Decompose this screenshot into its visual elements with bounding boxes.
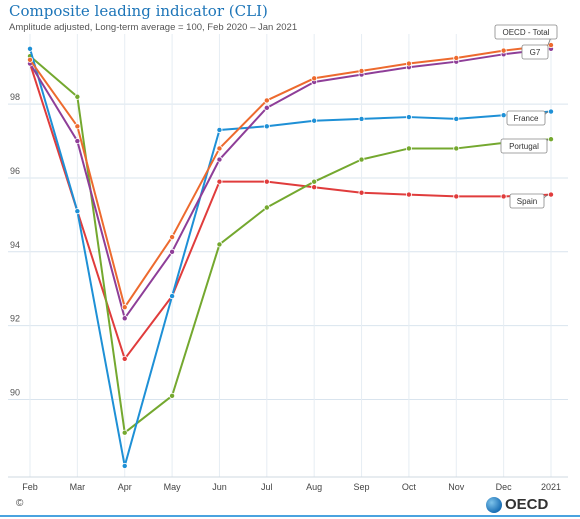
data-point-spain xyxy=(548,191,555,198)
grid-layer: 90 92 94 96 98 xyxy=(8,34,568,477)
data-point-portugal xyxy=(358,156,365,163)
data-point-france xyxy=(500,112,507,119)
data-point-portugal xyxy=(453,145,460,152)
y-tick-label: 96 xyxy=(10,166,20,176)
chart-subtitle: Amplitude adjusted, Long-term average = … xyxy=(9,22,298,33)
data-point-france xyxy=(311,117,318,124)
series-line-oecd-total xyxy=(29,44,552,309)
x-tick-label: May xyxy=(164,482,182,492)
data-point-oecd-total xyxy=(453,54,460,61)
data-point-spain xyxy=(453,193,460,200)
data-point-g7 xyxy=(74,138,81,145)
data-point-france xyxy=(26,45,33,52)
data-point-france xyxy=(169,293,176,300)
series-layer xyxy=(26,42,555,469)
data-point-oecd-total xyxy=(358,67,365,74)
label-box-france xyxy=(506,110,546,126)
y-tick-label: 98 xyxy=(10,92,20,102)
y-tick-label: 94 xyxy=(10,240,20,250)
data-point-portugal xyxy=(121,429,128,436)
y-tick-label: 92 xyxy=(10,314,20,324)
label-box-spain xyxy=(509,193,545,209)
data-point-portugal xyxy=(216,241,223,248)
data-point-spain xyxy=(500,193,507,200)
data-point-portugal xyxy=(169,392,176,399)
data-point-oecd-total xyxy=(405,60,412,67)
x-tick-label: Oct xyxy=(402,482,417,492)
data-point-france xyxy=(216,126,223,133)
data-point-france xyxy=(405,114,412,121)
data-point-oecd-total xyxy=(548,42,555,49)
label-box-portugal xyxy=(500,138,548,154)
series-label-layer: OECD - Total G7 France Portugal Spain xyxy=(494,24,558,209)
x-tick-label: Aug xyxy=(306,482,322,492)
chart-title: Composite leading indicator (CLI) xyxy=(9,2,268,20)
data-point-portugal xyxy=(311,178,318,185)
data-point-oecd-total xyxy=(26,56,33,63)
data-point-spain xyxy=(216,178,223,185)
series-label-oecd-total: OECD - Total xyxy=(503,28,550,37)
data-point-g7 xyxy=(121,315,128,322)
data-point-oecd-total xyxy=(500,47,507,54)
x-tick-label: Jun xyxy=(212,482,227,492)
x-tick-label: Jul xyxy=(261,482,273,492)
oecd-logo-text: OECD xyxy=(505,496,549,513)
series-line-spain xyxy=(29,63,552,360)
data-point-g7 xyxy=(169,248,176,255)
oecd-logo[interactable]: OECD xyxy=(486,496,548,513)
data-point-oecd-total xyxy=(263,97,270,104)
x-tick-label: 2021 xyxy=(541,482,561,492)
data-point-france xyxy=(548,108,555,115)
data-point-portugal xyxy=(405,145,412,152)
data-point-oecd-total xyxy=(216,145,223,152)
data-point-g7 xyxy=(263,104,270,111)
x-tick-label: Apr xyxy=(118,482,132,492)
data-point-france xyxy=(358,115,365,122)
x-axis: Feb Mar Apr May Jun Jul Aug Sep Oct Nov Dec 2021 xyxy=(8,34,568,492)
data-point-portugal xyxy=(548,136,555,143)
series-label-g7: G7 xyxy=(530,48,541,57)
series-label-spain: Spain xyxy=(517,197,537,206)
data-point-portugal xyxy=(263,204,270,211)
x-tick-label: Mar xyxy=(70,482,86,492)
label-box-g7 xyxy=(521,44,549,60)
series-line-portugal xyxy=(29,55,552,434)
data-point-spain xyxy=(405,191,412,198)
data-point-portugal xyxy=(74,93,81,100)
data-point-france xyxy=(453,115,460,122)
x-tick-label: Feb xyxy=(22,482,38,492)
data-point-france xyxy=(263,123,270,130)
data-point-spain xyxy=(358,189,365,196)
plot-area xyxy=(8,34,568,477)
series-label-france: France xyxy=(514,114,539,123)
series-line-g7 xyxy=(29,47,552,320)
footer-divider xyxy=(0,515,580,517)
y-tick-label: 90 xyxy=(10,387,20,397)
series-label-portugal: Portugal xyxy=(509,142,539,151)
x-tick-label: Sep xyxy=(354,482,370,492)
data-point-oecd-total xyxy=(169,234,176,241)
data-point-spain xyxy=(263,178,270,185)
series-line-france xyxy=(29,48,552,467)
data-point-g7 xyxy=(216,156,223,163)
data-point-france xyxy=(74,208,81,215)
copyright-symbol: © xyxy=(16,498,24,509)
x-tick-label: Dec xyxy=(496,482,513,492)
data-point-france xyxy=(121,462,128,469)
data-point-oecd-total xyxy=(121,304,128,311)
oecd-logo-icon xyxy=(486,496,502,513)
data-point-spain xyxy=(311,184,318,191)
data-point-oecd-total xyxy=(311,75,318,82)
label-box-oecd-total xyxy=(494,24,558,40)
data-point-spain xyxy=(121,355,128,362)
data-point-oecd-total xyxy=(74,123,81,130)
x-tick-label: Nov xyxy=(448,482,465,492)
